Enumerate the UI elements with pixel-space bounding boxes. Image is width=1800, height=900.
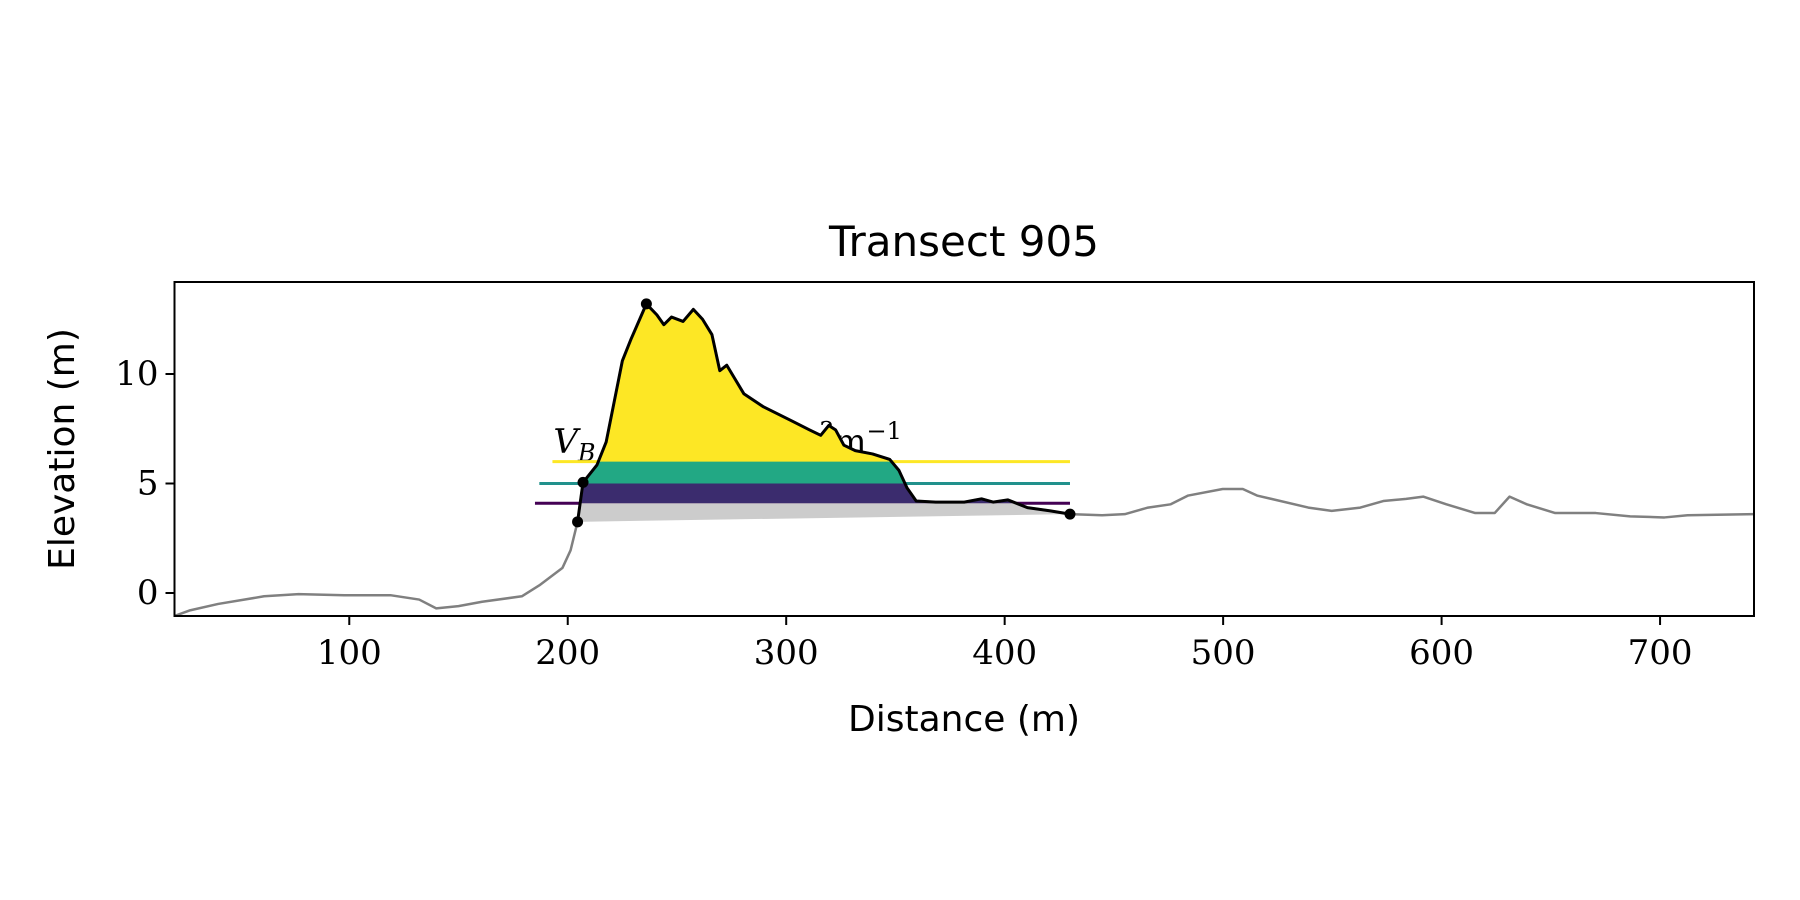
y-tick-label: 5 [137,463,159,503]
marker [1064,508,1076,520]
annotation: VB [553,422,595,467]
y-tick-label: 10 [115,354,158,394]
volume-band [577,503,1070,522]
y-tick-label: 0 [137,573,159,613]
marker [640,298,652,310]
annotation-sub: B [577,439,596,467]
x-tick-label: 400 [972,633,1037,673]
x-tick-label: 700 [1628,633,1693,673]
marker [572,516,584,528]
annotation-text: V [553,422,581,462]
plot-area: VB3m−1 [174,302,1754,616]
y-axis-label: Elevation (m) [42,328,83,570]
volume-band [598,303,892,462]
volume-band [582,461,905,484]
x-axis-label: Distance (m) [848,699,1080,740]
profile-line [576,302,1071,523]
x-tick-label: 100 [317,633,382,673]
x-tick-label: 200 [535,633,600,673]
x-tick-label: 500 [1191,633,1256,673]
x-tick-label: 600 [1409,633,1474,673]
annotation-sup: −1 [867,417,902,445]
marker [577,476,589,488]
profile-line [174,302,1754,616]
chart-title: Transect 905 [828,217,1099,266]
x-tick-label: 300 [754,633,819,673]
axes-frame [173,281,1755,617]
